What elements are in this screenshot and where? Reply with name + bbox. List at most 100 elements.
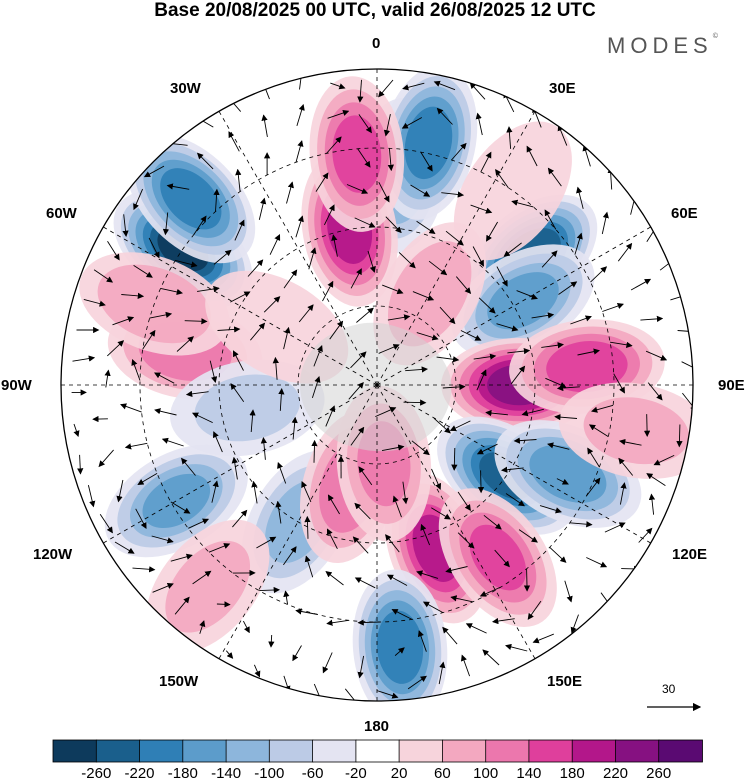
wind-arrow [193,215,207,235]
wind-arrow [445,566,468,574]
wind-arrow [496,323,519,332]
wind-arrow [261,114,268,137]
wind-arrow [263,296,281,313]
wind-arrow [441,191,465,198]
wind-arrow [151,535,174,544]
wind-arrow [247,259,264,277]
anomaly-contour [332,115,382,193]
wind-arrow [586,477,601,497]
wind-arrow [513,437,537,444]
wind-arrow [160,287,183,296]
wind-arrow [232,350,244,371]
wind-arrow [385,534,400,553]
wind-arrow [304,515,311,539]
wind-arrow [344,688,360,701]
wind-arrow [185,390,209,398]
wind-arrow [216,601,231,608]
wind-arrow [544,209,557,230]
wind-arrow [350,426,365,446]
wind-arrow [367,250,376,273]
wind-arrow [325,571,344,586]
wind-arrow [557,124,568,146]
wind-arrow [590,266,608,283]
wind-arrow [217,326,241,333]
wind-arrow [648,493,656,515]
map-boundary [60,68,694,702]
wind-arrow [327,494,340,515]
wind-arrow [232,509,248,528]
wind-arrow [472,246,484,267]
anomaly-centre [438,488,557,627]
wind-arrow [231,456,238,480]
wind-arrow [558,281,578,295]
wind-arrow [73,423,80,438]
wind-arrow [398,252,416,269]
wind-arrow [375,406,397,418]
wind-arrow [431,468,442,490]
wind-arrow [120,403,142,413]
lon-label-180: 180 [364,718,390,735]
wind-arrow [638,527,653,543]
lon-label-30e: 30E [549,80,576,97]
wind-arrow [378,344,400,354]
wind-arrow [212,431,223,453]
wind-arrow [526,145,538,167]
wind-arrow [523,568,531,592]
wind-arrow [416,570,439,579]
brand-text: MODES [607,33,713,58]
wind-arrow [416,220,436,235]
wind-arrow [277,461,287,484]
wind-arrow [433,80,456,91]
colorbar-swatch [52,739,98,763]
wind-arrow [104,369,111,388]
wind-arrow [387,148,394,172]
wind-arrow [501,466,524,473]
wind-arrow [478,297,496,314]
wind-arrow [643,414,651,437]
wind-arrow [148,237,160,259]
colorbar-tick-label: -20 [345,765,367,782]
wind-arrow [358,466,373,486]
wind-arrow [403,399,427,406]
lon-label-60e: 60E [671,205,698,222]
wind-arrow [311,376,321,399]
wind-arrow [208,543,231,553]
wind-arrow [647,382,663,401]
wind-arrow [250,322,266,341]
wind-arrow [457,532,475,549]
wind-arrow [83,298,106,307]
wind-arrow [357,79,364,103]
wind-arrow [77,454,84,475]
wind-arrow [184,318,208,325]
colorbar-swatch [658,739,703,763]
graticule [61,69,693,701]
wind-arrow [234,219,245,241]
anomaly-contour [404,106,453,180]
wind-arrow [445,230,464,246]
wind-arrow [436,107,453,125]
wind-arrow [249,409,256,433]
lon-label-90e: 90E [718,377,745,394]
wind-arrow [556,478,569,485]
wind-arrow [330,82,346,90]
wind-arrow [475,112,483,136]
wind-arrow [531,312,555,319]
wind-arrow [486,221,498,242]
wind-arrow [170,501,191,514]
wind-arrow [170,553,193,562]
anomaly-centre [309,76,405,232]
wind-arrow [383,114,391,137]
colorbar-swatch [139,739,184,763]
lon-label-90w: 90W [1,377,32,394]
wind-arrow [213,249,232,265]
lon-label-60w: 60W [46,205,77,222]
anomaly-contour [453,121,572,261]
wind-arrow [681,361,693,372]
wind-arrow [516,290,538,300]
wind-arrow [532,633,554,644]
wind-arrow [511,199,534,208]
wind-arrow [450,595,473,603]
wind-arrow [382,284,404,295]
wind-arrow [402,481,409,505]
wind-arrow [142,329,156,350]
